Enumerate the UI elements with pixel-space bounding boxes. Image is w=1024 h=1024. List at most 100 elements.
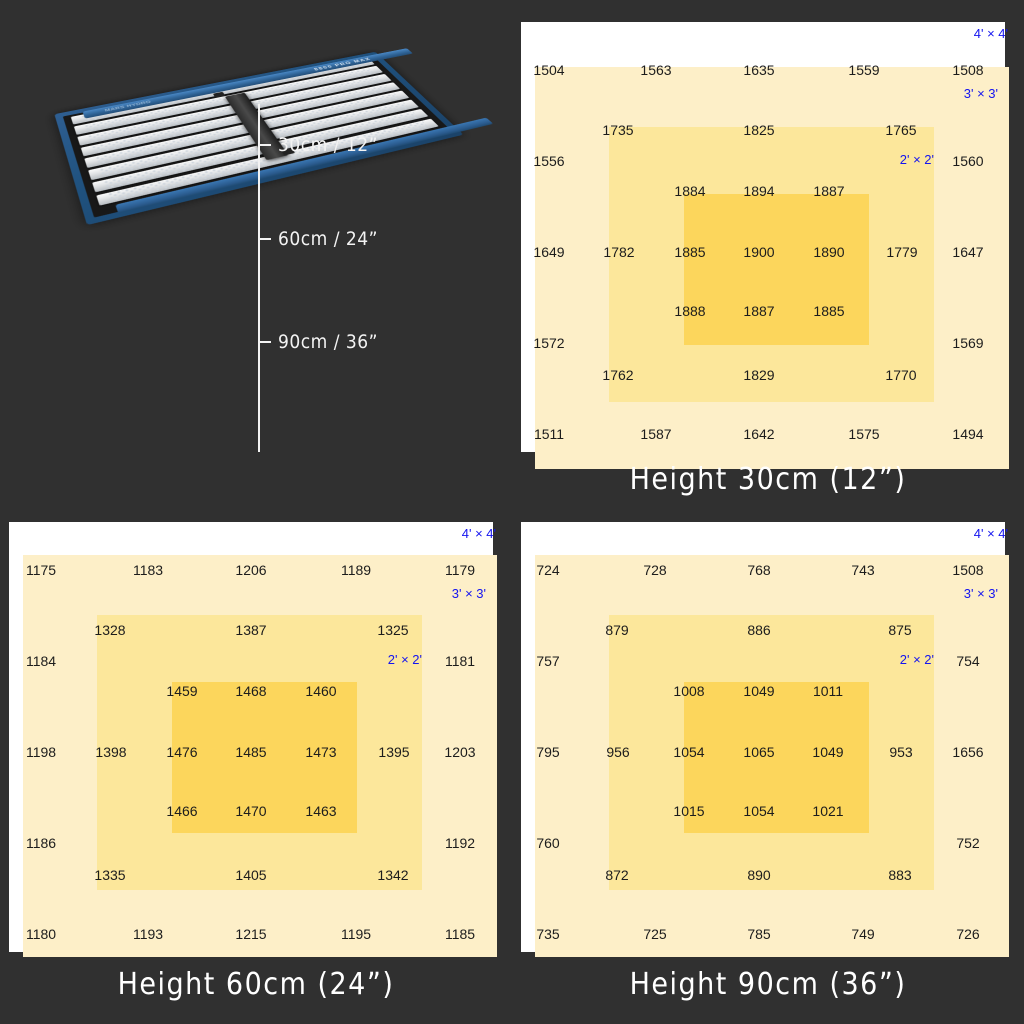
par-value: 890: [747, 867, 771, 883]
par-value: 1473: [305, 744, 337, 760]
zone-2x2-90cm: [684, 682, 869, 833]
par-value: 728: [643, 562, 667, 578]
par-value: 1192: [444, 835, 476, 851]
scale-tick-90cm: [258, 341, 271, 343]
par-value: 1179: [444, 562, 476, 578]
zone-label-3x3-60cm: 3' × 3': [451, 586, 486, 601]
par-value: 1656: [952, 744, 984, 760]
zone-label-4x4-60cm: 4' × 4': [461, 526, 496, 541]
par-value: 1405: [235, 867, 267, 883]
par-value: 1468: [235, 683, 267, 699]
par-value: 1765: [885, 122, 917, 138]
par-value: 956: [606, 744, 630, 760]
scale-label-60cm: 60cm / 24”: [278, 228, 379, 250]
par-value: 724: [536, 562, 560, 578]
par-value: 1559: [848, 62, 880, 78]
par-value: 1642: [743, 426, 775, 442]
par-value: 1008: [673, 683, 705, 699]
par-value: 872: [605, 867, 629, 883]
par-value: 1782: [603, 244, 635, 260]
fixture-panel: MARS HYDRO 8800 PRO MAX 30cm / 12” 60cm …: [0, 0, 512, 512]
par-value: 883: [888, 867, 912, 883]
scale-label-90cm: 90cm / 36”: [278, 331, 379, 353]
par-value: 1825: [743, 122, 775, 138]
par-value: 1572: [533, 335, 565, 351]
par-value: 1762: [602, 367, 634, 383]
zone-label-4x4-30cm: 4' × 4': [973, 26, 1008, 41]
par-value: 1049: [812, 744, 844, 760]
par-value: 1021: [812, 803, 844, 819]
par-value: 1398: [95, 744, 127, 760]
par-map-90cm: 4' × 4' 3' × 3' 2' × 2' 724 728 768 743 …: [512, 512, 1024, 1024]
par-value: 1508: [952, 62, 984, 78]
par-value: 1647: [952, 244, 984, 260]
par-value: 886: [747, 622, 771, 638]
par-value: 754: [956, 653, 980, 669]
par-value: 1193: [132, 926, 164, 942]
par-value: 1476: [166, 744, 198, 760]
par-value: 1829: [743, 367, 775, 383]
par-value: 1885: [813, 303, 845, 319]
par-value: 726: [956, 926, 980, 942]
par-value: 1189: [340, 562, 372, 578]
par-value: 1342: [377, 867, 409, 883]
par-value: 1735: [602, 122, 634, 138]
par-value: 1649: [533, 244, 565, 260]
par-value: 1466: [166, 803, 198, 819]
zone-label-2x2-90cm: 2' × 2': [899, 652, 934, 667]
par-card-90cm: [521, 522, 1009, 957]
par-value: 1203: [444, 744, 476, 760]
par-value: 1885: [674, 244, 706, 260]
par-value: 1198: [25, 744, 57, 760]
par-value: 760: [536, 835, 560, 851]
par-value: 1460: [305, 683, 337, 699]
par-value: 1887: [743, 303, 775, 319]
par-value: 752: [956, 835, 980, 851]
par-value: 1185: [444, 926, 476, 942]
scale-label-30cm: 30cm / 12”: [278, 134, 379, 156]
par-value: 1779: [886, 244, 918, 260]
par-quadrant-60cm: 4' × 4' 3' × 3' 2' × 2' 1175 1183 1206 1…: [0, 512, 512, 1024]
par-value: 1195: [340, 926, 372, 942]
zone-label-2x2-60cm: 2' × 2': [387, 652, 422, 667]
par-value: 1575: [848, 426, 880, 442]
par-card-30cm: [521, 22, 1009, 469]
par-value: 1015: [673, 803, 705, 819]
par-value: 1011: [812, 683, 844, 699]
par-value: 1890: [813, 244, 845, 260]
par-value: 1328: [94, 622, 126, 638]
par-value: 1587: [640, 426, 672, 442]
par-value: 795: [536, 744, 560, 760]
par-value: 1504: [533, 62, 565, 78]
par-value: 1175: [25, 562, 57, 578]
par-value: 1635: [743, 62, 775, 78]
par-value: 1215: [235, 926, 267, 942]
scale-tick-60cm: [258, 238, 271, 240]
par-value: 1884: [674, 183, 706, 199]
par-value: 1770: [885, 367, 917, 383]
scale-axis-line: [258, 104, 260, 452]
par-value: 1508: [952, 562, 984, 578]
par-value: 1459: [166, 683, 198, 699]
par-value: 1206: [235, 562, 267, 578]
par-value: 749: [851, 926, 875, 942]
par-value: 1470: [235, 803, 267, 819]
par-value: 1387: [235, 622, 267, 638]
par-value: 735: [536, 926, 560, 942]
par-quadrant-30cm: 4' × 4' 3' × 3' 2' × 2' 1504 1563 1635 1…: [512, 0, 1024, 512]
zone-label-3x3-30cm: 3' × 3': [963, 86, 998, 101]
par-value: 1463: [305, 803, 337, 819]
par-value: 1511: [533, 426, 565, 442]
zone-2x2-30cm: [684, 194, 869, 345]
par-caption-60cm: Height 60cm (24”): [117, 967, 395, 1002]
par-value: 1049: [743, 683, 775, 699]
par-value: 1186: [25, 835, 57, 851]
par-value: 1556: [533, 153, 565, 169]
zone-label-2x2-30cm: 2' × 2': [899, 152, 934, 167]
par-value: 953: [889, 744, 913, 760]
par-value: 1887: [813, 183, 845, 199]
scale-tick-30cm: [258, 144, 271, 146]
par-map-30cm: 4' × 4' 3' × 3' 2' × 2' 1504 1563 1635 1…: [512, 0, 1024, 512]
zone-2x2-60cm: [172, 682, 357, 833]
